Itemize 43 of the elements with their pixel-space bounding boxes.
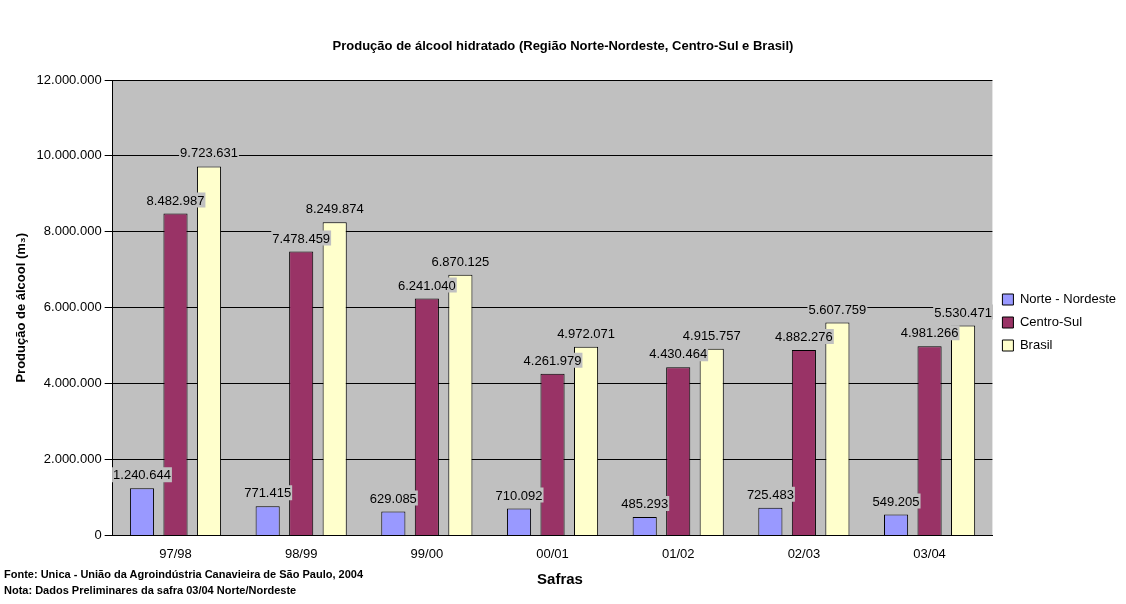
data-label: 4.261.979 xyxy=(523,352,582,368)
legend-label: Centro-Sul xyxy=(1019,314,1083,330)
y-tick-label: 6.000.000 xyxy=(43,299,102,315)
source-note: Fonte: Unica - União da Agroindústria Canavieira de São Paulo, 2004 xyxy=(4,567,364,582)
y-axis-title: Produção de álcool (m₃) xyxy=(13,232,29,383)
data-label: 771.415 xyxy=(244,485,292,501)
legend-label: Brasil xyxy=(1019,337,1053,353)
y-tick-label: 12.000.000 xyxy=(36,71,102,87)
y-tick-label: 10.000.000 xyxy=(36,147,102,163)
data-label: 725.483 xyxy=(746,486,794,502)
y-tick-label: 8.000.000 xyxy=(43,223,102,239)
data-label: 5.530.471 xyxy=(934,304,993,320)
x-tick-label: 01/02 xyxy=(661,545,695,561)
data-label: 629.085 xyxy=(369,490,417,506)
data-label: 4.981.266 xyxy=(900,325,959,341)
data-label: 6.241.040 xyxy=(397,277,456,293)
x-tick-label: 98/99 xyxy=(284,545,318,561)
x-tick-label: 03/04 xyxy=(913,545,946,561)
data-label: 5.607.759 xyxy=(808,301,867,317)
data-label: 1.240.644 xyxy=(113,467,171,483)
x-tick-label: 00/01 xyxy=(536,545,569,561)
y-tick-label: 4.000.000 xyxy=(43,375,102,391)
data-label: 7.478.459 xyxy=(272,230,331,246)
data-label: 9.723.631 xyxy=(180,145,238,161)
data-label: 549.205 xyxy=(872,493,920,509)
data-label: 8.482.987 xyxy=(146,192,205,208)
y-tick-label: 2.000.000 xyxy=(43,451,102,467)
data-label: 4.430.464 xyxy=(649,346,708,362)
data-label: 485.293 xyxy=(621,496,669,512)
y-tick-label: 0 xyxy=(94,526,102,542)
x-tick-label: 99/00 xyxy=(410,545,444,561)
legend-label: Norte - Nordeste xyxy=(1019,291,1116,307)
x-tick-label: 97/98 xyxy=(159,545,192,561)
x-axis-title: Safras xyxy=(536,570,584,587)
data-label: 710.092 xyxy=(495,487,543,503)
data-label: 4.882.276 xyxy=(774,329,833,345)
data-label: 8.249.874 xyxy=(305,201,364,217)
x-tick-label: 02/03 xyxy=(787,545,821,561)
data-label: 4.915.757 xyxy=(682,327,741,343)
data-label: 6.870.125 xyxy=(431,253,490,269)
data-label: 4.972.071 xyxy=(557,325,615,341)
chart-title: Produção de álcool hidratado (Região Norte-Nordeste, Centro-Sul e Brasil) xyxy=(331,38,795,53)
text: Nota: Dados Preliminares da safra 03/04 Norte/Nordeste xyxy=(4,583,298,598)
